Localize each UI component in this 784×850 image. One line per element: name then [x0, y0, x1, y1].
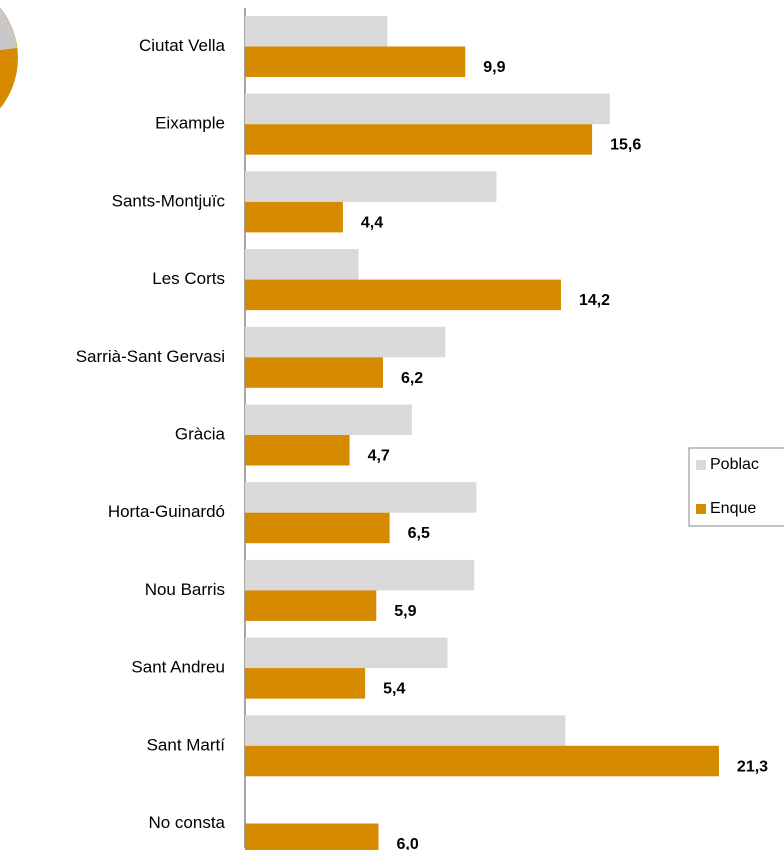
data-label: 4,4 — [361, 214, 383, 231]
y-tick-label: Horta-Guinardó — [108, 502, 225, 521]
bar — [245, 171, 497, 202]
legend-label: Enque — [710, 500, 756, 517]
y-tick-label: Eixample — [155, 114, 225, 133]
bar — [245, 326, 446, 358]
y-tick-label: Les Corts — [152, 269, 225, 288]
y-tick-label: No consta — [148, 813, 225, 832]
bar — [245, 668, 366, 699]
bar — [245, 357, 383, 388]
bar — [245, 404, 412, 435]
data-label: 21,3 — [737, 758, 768, 775]
y-tick-label: Sants-Montjuïc — [112, 191, 226, 210]
bar — [245, 559, 475, 591]
bar — [245, 249, 359, 280]
bar — [245, 512, 390, 544]
bar — [245, 637, 448, 669]
legend-label: Poblac — [710, 456, 759, 473]
legend-swatch — [696, 460, 706, 470]
legend-swatch — [696, 504, 706, 514]
bar — [245, 201, 343, 233]
bar — [245, 93, 610, 125]
data-label: 14,2 — [579, 292, 610, 309]
bar — [245, 124, 593, 155]
y-tick-label: Sant Andreu — [131, 658, 225, 677]
data-label: 6,2 — [401, 370, 423, 387]
bar — [245, 590, 377, 621]
bar — [245, 745, 719, 777]
bar — [245, 715, 566, 746]
bar — [245, 482, 477, 513]
bar — [245, 16, 388, 47]
data-label: 4,7 — [368, 447, 390, 464]
partial-pie — [0, 7, 18, 109]
y-tick-label: Sant Martí — [147, 735, 226, 754]
bar — [245, 823, 379, 850]
y-tick-label: Nou Barris — [145, 580, 225, 599]
data-label: 9,9 — [483, 59, 505, 76]
data-label: 5,4 — [383, 681, 405, 698]
bar — [245, 435, 350, 466]
data-label: 15,6 — [610, 137, 641, 154]
bar — [245, 279, 561, 311]
y-tick-label: Ciutat Vella — [139, 36, 226, 55]
y-tick-label: Sarrià-Sant Gervasi — [76, 347, 225, 366]
bar — [245, 46, 466, 77]
data-label: 6,5 — [408, 525, 430, 542]
y-tick-label: Gràcia — [175, 424, 226, 443]
pie-slice — [0, 7, 17, 51]
data-label: 6,0 — [397, 836, 419, 850]
data-label: 5,9 — [394, 603, 416, 620]
